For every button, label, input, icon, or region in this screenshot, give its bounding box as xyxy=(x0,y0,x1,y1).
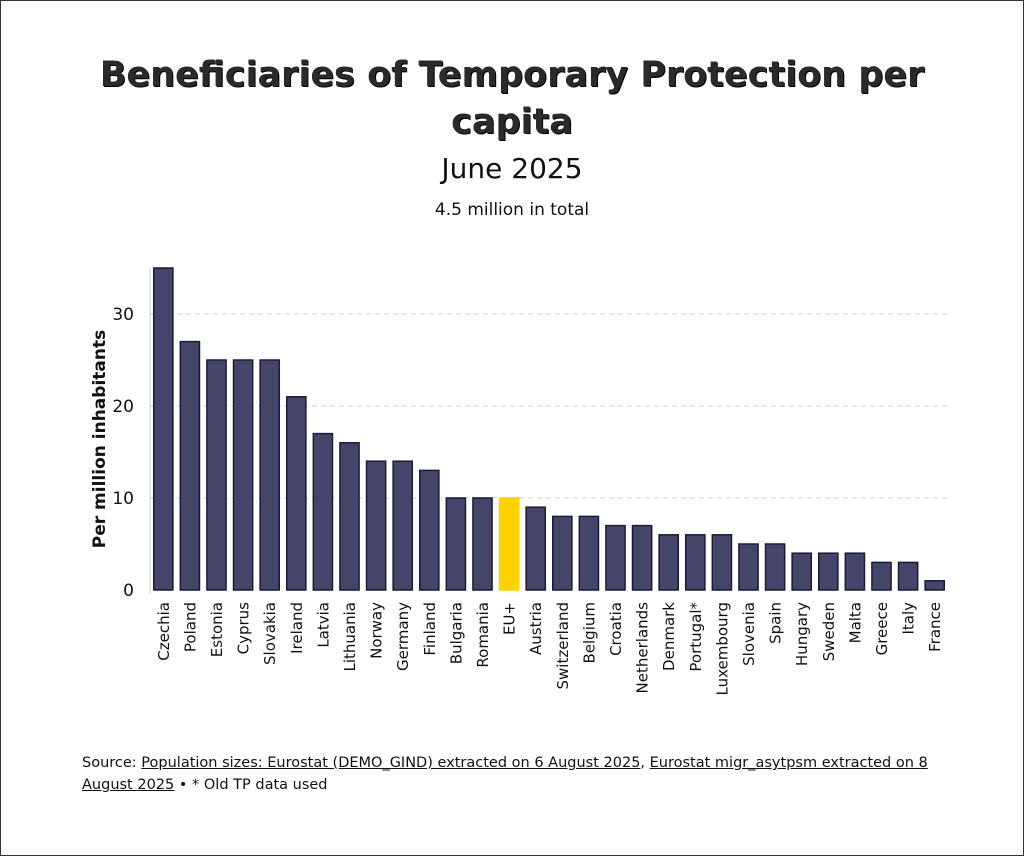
bar-germany xyxy=(392,460,414,591)
bar-spain xyxy=(764,543,786,591)
x-tick-label: Estonia xyxy=(208,602,226,657)
bar-portugal xyxy=(684,534,706,591)
x-tick-label: Romania xyxy=(474,602,492,668)
bar-austria xyxy=(525,506,547,591)
bar-latvia xyxy=(312,432,334,591)
x-tick-label: Norway xyxy=(368,602,386,659)
x-tick-label: Luxembourg xyxy=(713,602,731,696)
x-tick-label: Hungary xyxy=(793,602,811,666)
x-tick-label: Lithuania xyxy=(341,602,359,671)
bar-greece xyxy=(871,561,892,591)
y-tick-label: 30 xyxy=(112,305,134,325)
x-tick-label: Slovenia xyxy=(740,602,758,666)
x-tick-label: Portugal* xyxy=(687,602,705,672)
bar-belgium xyxy=(578,515,600,591)
source-link-population[interactable]: Population sizes: Eurostat (DEMO_GIND) e… xyxy=(141,755,641,771)
chart-subtitle: June 2025 xyxy=(441,152,583,185)
y-axis-title: Per million inhabitants xyxy=(90,330,110,548)
y-tick-label: 20 xyxy=(112,397,134,417)
bar-switzerland xyxy=(551,515,573,591)
x-tick-label: Czechia xyxy=(155,602,173,661)
gridlines xyxy=(150,313,948,499)
y-tick-label: 0 xyxy=(123,581,134,601)
labels: 0 10 20 30 Czechia Poland Estonia Cyprus Slovaki… xyxy=(112,305,944,696)
x-tick-label: Finland xyxy=(421,602,439,656)
chart-title: Beneficiaries of Temporary Protection pe… xyxy=(99,55,925,142)
bar-cyprus xyxy=(232,359,254,591)
bar-sweden xyxy=(817,552,839,591)
bar-norway xyxy=(365,460,387,591)
x-tick-label: Croatia xyxy=(607,602,625,656)
source-prefix: Source: xyxy=(82,755,142,771)
bar-romania xyxy=(472,497,493,591)
x-tick-label: France xyxy=(926,602,944,652)
bar-denmark xyxy=(658,534,680,591)
x-tick-label: Sweden xyxy=(820,602,838,661)
bar-finland xyxy=(418,469,440,591)
x-tick-label: Slovakia xyxy=(261,602,279,665)
bar-poland xyxy=(179,340,201,591)
bar-czechia xyxy=(152,267,174,591)
x-tick-label: Switzerland xyxy=(554,602,572,690)
bar-eu xyxy=(498,497,520,591)
bar-bulgaria xyxy=(445,497,467,591)
bar-ireland xyxy=(285,396,307,591)
bars xyxy=(152,267,946,591)
bar-slovenia xyxy=(738,543,759,591)
x-tick-label: EU+ xyxy=(501,602,519,635)
bar-malta xyxy=(844,552,866,591)
source-note: Source: Population sizes: Eurostat (DEMO… xyxy=(82,752,962,796)
x-tick-label: Belgium xyxy=(580,602,598,664)
x-tick-label: Netherlands xyxy=(634,602,652,694)
x-tick-label: Austria xyxy=(527,602,545,655)
bar-croatia xyxy=(605,524,626,591)
bar-hungary xyxy=(791,552,813,591)
bar-estonia xyxy=(206,359,227,591)
x-tick-label: Ireland xyxy=(288,602,306,654)
bar-slovakia xyxy=(259,359,281,591)
source-suffix: • * Old TP data used xyxy=(174,777,328,793)
x-tick-label: Poland xyxy=(181,602,199,652)
bar-netherlands xyxy=(631,524,653,591)
source-link-eurostat[interactable]: Eurostat migr_asytpsm extracted on 8 Aug… xyxy=(82,755,928,793)
bar-lithuania xyxy=(339,442,360,591)
chart-total-note: 4.5 million in total xyxy=(434,200,590,220)
x-tick-label: Bulgaria xyxy=(447,602,465,664)
source-separator: , xyxy=(640,755,650,771)
x-tick-label: Latvia xyxy=(314,602,332,648)
x-tick-label: Italy xyxy=(900,602,918,635)
bar-france xyxy=(924,580,946,591)
x-tick-label: Cyprus xyxy=(235,602,253,655)
x-tick-label: Denmark xyxy=(660,602,678,671)
x-tick-label: Malta xyxy=(846,602,864,643)
x-tick-label: Germany xyxy=(394,602,412,671)
y-tick-label: 10 xyxy=(112,489,134,509)
bar-italy xyxy=(897,561,919,591)
bar-luxembourg xyxy=(711,534,733,591)
bar-chart: 0 10 20 30 Czechia Poland Estonia Cyprus Slovaki… xyxy=(90,267,948,696)
x-tick-label: Spain xyxy=(767,602,785,644)
x-tick-label: Greece xyxy=(873,602,891,655)
